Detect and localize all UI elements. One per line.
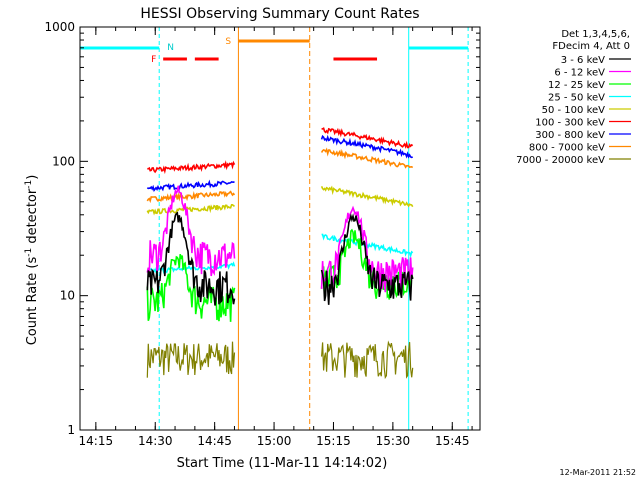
- legend-label-7: 300 - 800 keV: [535, 130, 605, 141]
- night-label: N: [167, 43, 174, 53]
- legend: Det 1,3,4,5,6,FDecim 4, Att 0 3 - 6 keV 6 …: [516, 29, 631, 166]
- legend-label-9: 7000 - 20000 keV: [516, 155, 605, 166]
- legend-label-3: 12 - 25 keV: [548, 80, 605, 91]
- plot-frame: [79, 26, 481, 431]
- y-tick-label: 10: [60, 289, 75, 303]
- saa-label: S: [225, 37, 231, 47]
- x-axis-label: Start Time (11-Mar-11 14:14:02): [177, 456, 388, 471]
- series-line-1: [320, 213, 414, 305]
- y-tick-label: 100: [52, 154, 75, 168]
- series-line-5: [146, 204, 235, 216]
- legend-header-line-2: FDecim 4, Att 0: [552, 41, 630, 52]
- series-line-6: [147, 160, 236, 175]
- series-line-2: [146, 185, 236, 277]
- legend-label-2: 6 - 12 keV: [554, 68, 605, 79]
- x-tick-label: 15:00: [257, 434, 292, 448]
- legend-label-6: 100 - 300 keV: [535, 118, 605, 129]
- data-layer: N S F: [80, 27, 469, 430]
- series-line-5: [320, 185, 414, 208]
- x-tick-label: 14:15: [79, 434, 114, 448]
- legend-header-line-1: Det 1,3,4,5,6,: [561, 29, 630, 40]
- series-line-6: [321, 127, 414, 149]
- chart-title: HESSI Observing Summary Count Rates: [140, 6, 419, 22]
- legend-label-1: 3 - 6 keV: [561, 55, 605, 66]
- series-line-9: [146, 341, 236, 378]
- legend-label-4: 25 - 50 keV: [548, 93, 605, 104]
- series-line-9: [321, 340, 414, 380]
- x-tick-label: 15:45: [435, 434, 470, 448]
- y-tick-label: 1000: [44, 20, 75, 34]
- series-line-1: [146, 211, 236, 306]
- series-line-7: [320, 134, 413, 159]
- timestamp-label: 12-Mar-2011 21:52: [560, 468, 637, 477]
- x-tick-label: 15:30: [376, 434, 411, 448]
- y-axis-label: Count Rate (s-1 detector-1): [24, 175, 40, 346]
- ticks-layer: 14:15 14:30 14:45 15:00 15:15 15:30 15:45 1 10 10…: [44, 20, 480, 448]
- x-tick-label: 15:15: [316, 434, 351, 448]
- flare-label: F: [151, 55, 156, 65]
- x-tick-label: 14:30: [138, 434, 173, 448]
- series-line-7: [146, 179, 235, 193]
- y-tick-label: 1: [67, 423, 75, 437]
- x-tick-label: 14:45: [197, 434, 232, 448]
- legend-label-5: 50 - 100 keV: [542, 105, 606, 116]
- series-line-4: [147, 261, 236, 275]
- legend-label-8: 800 - 7000 keV: [529, 143, 605, 154]
- series-line-8: [320, 147, 414, 169]
- series-line-8: [146, 190, 236, 204]
